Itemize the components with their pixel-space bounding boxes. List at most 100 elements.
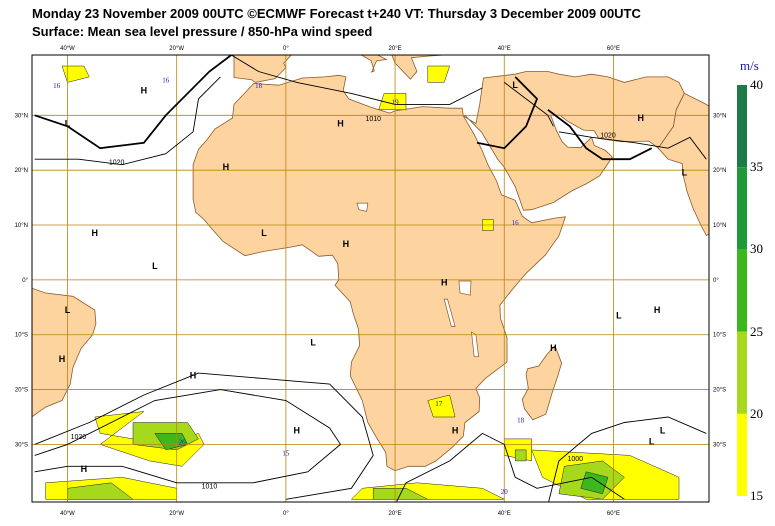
legend-band-1 [737, 167, 747, 250]
pressure-center-l: L [65, 305, 71, 315]
lat-label-left: 30°S [15, 442, 28, 448]
lat-label-left: 20°N [15, 168, 28, 174]
land-sri-lanka [722, 226, 733, 247]
lon-label-bottom: 40°E [498, 511, 511, 517]
legend-unit: m/s [740, 58, 759, 73]
lat-label-right: 20°N [713, 168, 726, 174]
land-madagascar [521, 344, 563, 421]
lat-label-left: 20°S [15, 388, 28, 394]
isobar-5 [231, 55, 483, 105]
wind-max-label: 16 [53, 82, 61, 90]
pressure-center-h: H [294, 425, 301, 435]
pressure-center-h: H [92, 228, 99, 238]
pressure-center-h: H [441, 277, 448, 287]
legend-band-4 [737, 413, 747, 496]
pressure-center-h: H [452, 425, 459, 435]
lat-label-left: 30°N [15, 113, 28, 119]
map-labels: 1020 1020 1020 1010 1010 1000 16 16 18 19 16 17 18 26… [53, 76, 616, 495]
pressure-center-l: L [512, 80, 518, 90]
lake-3 [356, 202, 369, 212]
pressure-center-l: L [649, 436, 655, 446]
land-europe [233, 55, 511, 83]
axis-labels: 40°W 20°W 0° 20°E 40°E 60°E 40°W 20°W 0° 20°E 40°E… [15, 46, 727, 517]
wind-max-label: 17 [435, 400, 443, 408]
header-line-1: Monday 23 November 2009 00UTC ©ECMWF For… [32, 6, 641, 21]
lon-label-top: 0° [283, 46, 289, 52]
land-south-america [32, 287, 97, 418]
pressure-center-l: L [682, 168, 688, 178]
wind-max-label: 20 [501, 488, 509, 496]
isobar-value-label: 1010 [202, 483, 218, 490]
wind-patch-11 [514, 449, 527, 462]
lon-label-bottom: 0° [283, 511, 289, 517]
isobar-value-label: 1010 [365, 116, 381, 123]
lat-label-right: 10°N [713, 223, 726, 229]
pressure-center-h: H [638, 113, 645, 123]
lat-label-right: 30°N [713, 113, 726, 119]
wind-max-label: 16 [512, 219, 520, 227]
lat-label-right: 0° [713, 278, 719, 284]
isobar-thick-2 [547, 109, 653, 161]
isobar-3 [558, 131, 707, 160]
isobar-6 [504, 82, 554, 127]
wind-patch-13 [378, 93, 407, 111]
isobar-thick-0 [34, 55, 232, 150]
pressure-center-h: H [343, 239, 350, 249]
lon-label-top: 40°E [498, 46, 511, 52]
lake-0 [458, 280, 472, 296]
lat-label-left: 10°N [15, 223, 28, 229]
lon-label-top: 20°E [389, 46, 402, 52]
isobar-1 [34, 389, 342, 484]
isobars [34, 55, 707, 502]
pressure-center-h: H [81, 464, 88, 474]
wind-patch-7 [580, 471, 609, 495]
legend-tick-label: 40 [750, 77, 763, 92]
pressure-center-h: H [59, 354, 66, 364]
land-arabia [462, 71, 685, 211]
land-italy [360, 55, 388, 73]
isobar-2 [34, 372, 374, 500]
pressure-center-l: L [616, 310, 622, 320]
lon-label-bottom: 40°W [60, 511, 75, 517]
lon-label-top: 60°E [607, 46, 620, 52]
lat-label-right: 10°S [713, 333, 726, 339]
wind-max-label: 16 [162, 76, 170, 84]
lon-label-top: 20°W [169, 46, 184, 52]
land-india [657, 92, 709, 236]
pressure-center-l: L [310, 338, 316, 348]
lon-label-bottom: 20°E [389, 511, 402, 517]
pressure-center-h: H [550, 343, 557, 353]
isobar-value-label: 1020 [600, 132, 616, 139]
pressure-center-l: L [261, 228, 267, 238]
lon-label-bottom: 60°E [607, 511, 620, 517]
pressure-center-h: H [337, 118, 344, 128]
isobar-4 [548, 416, 707, 502]
wind-max-label: 18 [517, 416, 525, 424]
isobar-thick-1 [476, 76, 539, 150]
legend-band-3 [737, 331, 747, 414]
pressure-center-h: H [223, 162, 230, 172]
lat-label-left: 0° [22, 278, 28, 284]
isobar-0 [34, 76, 221, 166]
wind-patch-15 [61, 65, 90, 83]
pressure-center-l: L [65, 118, 71, 128]
legend-band-2 [737, 249, 747, 332]
wind-max-label: 18 [255, 82, 263, 90]
legend-tick-label: 25 [750, 323, 763, 339]
lat-label-right: 30°S [713, 442, 726, 448]
isobar-value-label: 1000 [567, 456, 583, 463]
legend-band-0 [737, 85, 747, 168]
lake-2 [471, 331, 479, 358]
lake-1 [443, 298, 456, 327]
wind-patch-14 [427, 65, 451, 83]
pressure-center-h: H [141, 85, 148, 95]
legend-tick-label: 30 [750, 241, 763, 257]
legend-colorbar [737, 85, 747, 496]
pressure-center-h: H [654, 305, 661, 315]
wind-patch-12 [427, 394, 456, 418]
pressure-center-h: H [190, 371, 197, 381]
lon-label-bottom: 20°W [169, 511, 184, 517]
isobar-value-label: 1020 [109, 160, 125, 167]
